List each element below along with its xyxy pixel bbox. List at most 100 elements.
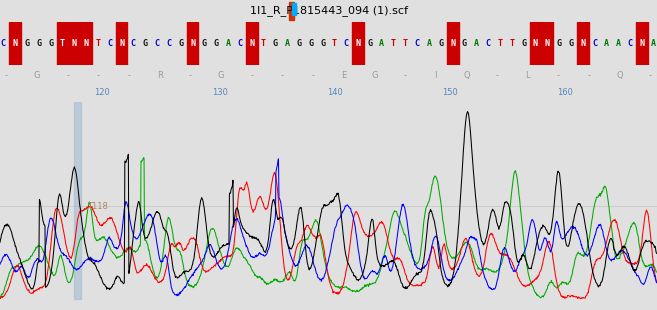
Text: A: A	[225, 39, 231, 48]
Text: -: -	[281, 71, 284, 80]
Text: T118: T118	[87, 202, 108, 211]
Text: R: R	[157, 71, 163, 80]
Text: 140: 140	[327, 88, 343, 97]
Text: -: -	[127, 71, 131, 80]
Text: G: G	[438, 39, 443, 48]
Text: N: N	[249, 39, 254, 48]
Text: N: N	[83, 39, 89, 48]
Text: E: E	[341, 71, 346, 80]
Text: N: N	[119, 39, 124, 48]
Text: 130: 130	[212, 88, 228, 97]
Text: A: A	[474, 39, 479, 48]
Text: G: G	[273, 39, 278, 48]
Text: A: A	[284, 39, 290, 48]
Bar	[289, 2, 294, 20]
Bar	[577, 22, 589, 65]
Text: Q: Q	[463, 71, 470, 80]
Text: T: T	[509, 39, 514, 48]
Text: I: I	[434, 71, 437, 80]
Bar	[80, 22, 92, 65]
Text: G: G	[556, 39, 562, 48]
Text: G: G	[218, 71, 225, 80]
Bar	[187, 22, 198, 65]
Text: -: -	[97, 71, 100, 80]
Bar	[541, 22, 553, 65]
Bar	[57, 22, 68, 65]
Text: G: G	[521, 39, 526, 48]
Text: G: G	[371, 71, 378, 80]
Text: -: -	[250, 71, 254, 80]
Bar	[116, 22, 127, 65]
Text: -: -	[649, 71, 652, 80]
Text: C: C	[107, 39, 112, 48]
Text: A: A	[604, 39, 609, 48]
Text: C: C	[486, 39, 491, 48]
Text: A: A	[379, 39, 384, 48]
Text: -: -	[587, 71, 591, 80]
Bar	[292, 3, 296, 15]
Bar	[447, 22, 459, 65]
Text: -: -	[403, 71, 407, 80]
Text: A: A	[426, 39, 432, 48]
Text: N: N	[580, 39, 585, 48]
Text: G: G	[143, 39, 148, 48]
Text: -: -	[189, 71, 192, 80]
Text: C: C	[131, 39, 136, 48]
Text: A: A	[616, 39, 621, 48]
Text: G: G	[36, 39, 41, 48]
Text: T: T	[332, 39, 337, 48]
Text: G: G	[320, 39, 325, 48]
Text: C: C	[154, 39, 160, 48]
Text: G: G	[308, 39, 313, 48]
Text: T: T	[261, 39, 266, 48]
Text: T: T	[391, 39, 396, 48]
Text: C: C	[627, 39, 633, 48]
Text: N: N	[72, 39, 77, 48]
Text: A: A	[651, 39, 656, 48]
Text: G: G	[462, 39, 467, 48]
Text: T: T	[95, 39, 101, 48]
Bar	[68, 22, 80, 65]
Text: G: G	[48, 39, 53, 48]
Text: G: G	[568, 39, 574, 48]
Text: N: N	[450, 39, 455, 48]
Text: N: N	[12, 39, 18, 48]
Text: C: C	[592, 39, 597, 48]
Text: T: T	[403, 39, 408, 48]
Text: -: -	[5, 71, 8, 80]
Text: G: G	[214, 39, 219, 48]
Text: Q: Q	[616, 71, 623, 80]
Text: G: G	[202, 39, 207, 48]
Text: N: N	[533, 39, 538, 48]
Text: G: G	[178, 39, 183, 48]
Text: N: N	[639, 39, 645, 48]
Bar	[530, 22, 541, 65]
Bar	[9, 22, 21, 65]
Text: 1I1_R_P1815443_094 (1).scf: 1I1_R_P1815443_094 (1).scf	[250, 5, 407, 16]
Text: C: C	[166, 39, 171, 48]
Text: -: -	[311, 71, 315, 80]
Text: C: C	[415, 39, 420, 48]
Text: N: N	[545, 39, 550, 48]
Text: T: T	[497, 39, 503, 48]
Text: 120: 120	[94, 88, 110, 97]
Text: C: C	[237, 39, 242, 48]
Text: -: -	[557, 71, 560, 80]
Text: -: -	[66, 71, 70, 80]
Text: 150: 150	[442, 88, 458, 97]
Text: G: G	[367, 39, 373, 48]
Text: L: L	[526, 71, 530, 80]
Text: 160: 160	[557, 88, 573, 97]
Text: C: C	[1, 39, 6, 48]
Bar	[246, 22, 258, 65]
Text: N: N	[190, 39, 195, 48]
Text: N: N	[355, 39, 361, 48]
Bar	[352, 22, 364, 65]
Text: G: G	[296, 39, 302, 48]
Text: G: G	[34, 71, 41, 80]
Bar	[636, 22, 648, 65]
Text: -: -	[495, 71, 499, 80]
Text: C: C	[344, 39, 349, 48]
Bar	[74, 102, 81, 299]
Text: G: G	[24, 39, 30, 48]
